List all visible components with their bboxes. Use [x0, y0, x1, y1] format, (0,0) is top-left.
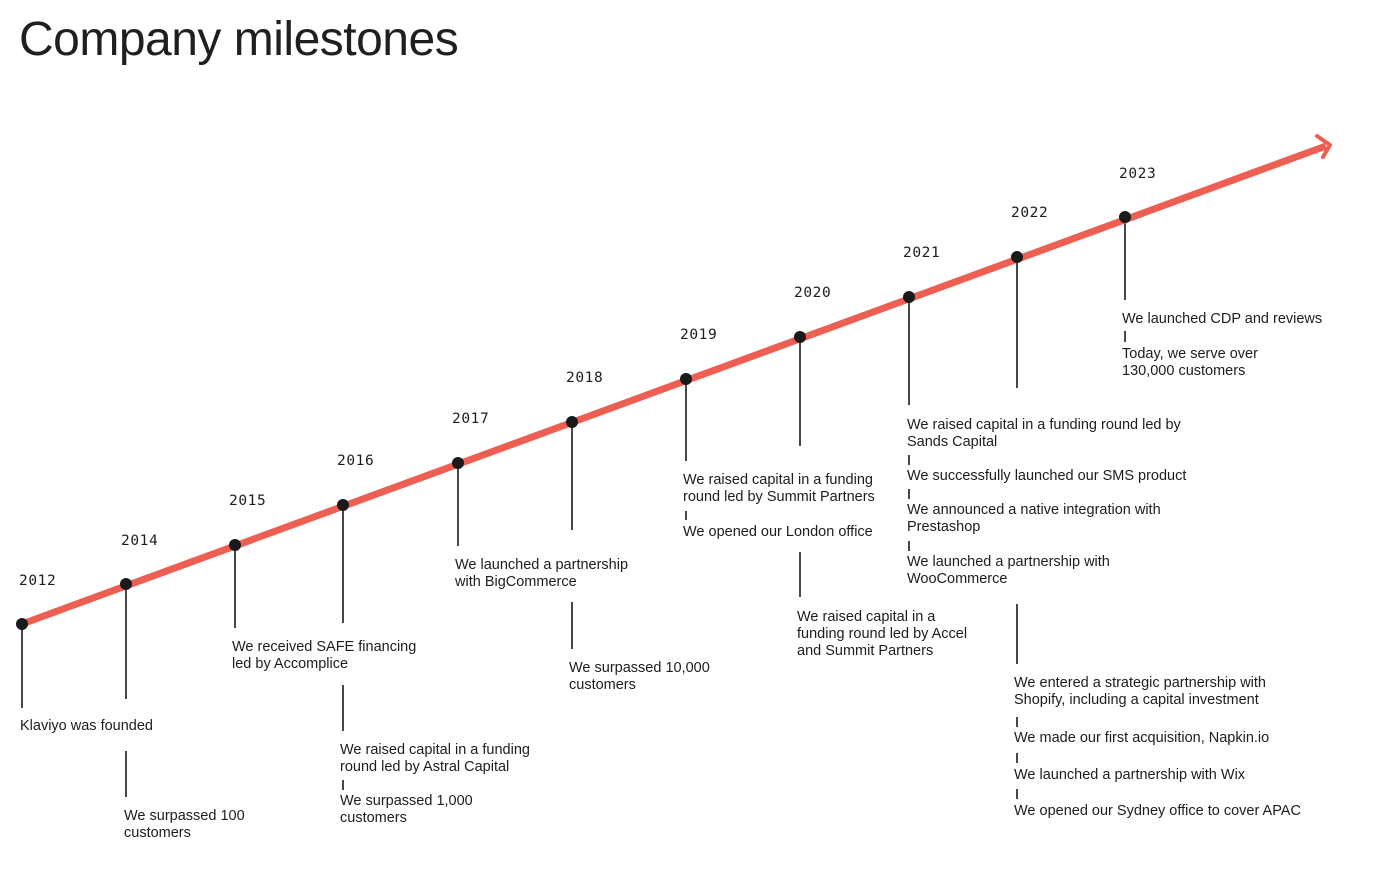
milestone-text: We made our first acquisition, Napkin.io: [1014, 730, 1270, 746]
year-marker-2018: [566, 416, 578, 428]
milestone-text: We launched a partnership with Wix: [1014, 767, 1246, 783]
year-label-2020: 2020: [794, 285, 832, 301]
year-marker-2021: [903, 291, 915, 303]
milestone-text: We opened our Sydney office to cover APA…: [1014, 803, 1301, 819]
year-label-2022: 2022: [1011, 205, 1049, 221]
milestone-text: Klaviyo was founded: [20, 718, 153, 734]
milestone-text: We raised capital in a funding round led…: [683, 472, 875, 505]
milestone-text: We raised capital in a funding round led…: [907, 417, 1181, 450]
milestone-text: Today, we serve over 130,000 customers: [1122, 346, 1258, 379]
year-marker-2023: [1119, 211, 1131, 223]
year-label-2014: 2014: [121, 533, 159, 549]
year-label-2019: 2019: [680, 327, 718, 343]
year-marker-2016: [337, 499, 349, 511]
milestone-text: We opened our London office: [683, 524, 873, 540]
year-label-2018: 2018: [566, 370, 604, 386]
connector-lines: [21, 217, 1126, 799]
timeline-arrow: [20, 134, 1332, 628]
year-marker-2020: [794, 331, 806, 343]
year-marker-2014: [120, 578, 132, 590]
year-marker-2012: [16, 618, 28, 630]
year-marker-2022: [1011, 251, 1023, 263]
milestone-text: We surpassed 10,000 customers: [569, 660, 710, 693]
year-marker-2019: [680, 373, 692, 385]
year-label-2023: 2023: [1119, 166, 1157, 182]
milestone-text: We announced a native integration with P…: [907, 502, 1161, 535]
year-label-2016: 2016: [337, 453, 375, 469]
milestone-text: We launched CDP and reviews: [1122, 311, 1323, 327]
milestone-text: We entered a strategic partnership with …: [1014, 675, 1267, 708]
milestone-text: We surpassed 100 customers: [124, 808, 245, 841]
milestone-text: We successfully launched our SMS product: [907, 468, 1187, 484]
year-label-2021: 2021: [903, 245, 941, 261]
milestone-text: We launched a partnership with WooCommer…: [907, 554, 1110, 587]
year-label-2017: 2017: [452, 411, 490, 427]
milestone-text: We launched a partnership with BigCommer…: [455, 557, 629, 590]
arrow-head-icon: [1315, 134, 1332, 159]
year-markers: [16, 211, 1131, 630]
year-marker-2015: [229, 539, 241, 551]
milestone-text: We received SAFE financing led by Accomp…: [232, 639, 417, 672]
milestone-text: We raised capital in a funding round led…: [797, 609, 968, 659]
milestone-text: We raised capital in a funding round led…: [340, 742, 530, 775]
year-marker-2017: [452, 457, 464, 469]
year-label-2015: 2015: [229, 493, 267, 509]
page-title: Company milestones: [19, 13, 459, 66]
year-label-2012: 2012: [19, 573, 57, 589]
milestone-text: We surpassed 1,000 customers: [340, 793, 473, 826]
